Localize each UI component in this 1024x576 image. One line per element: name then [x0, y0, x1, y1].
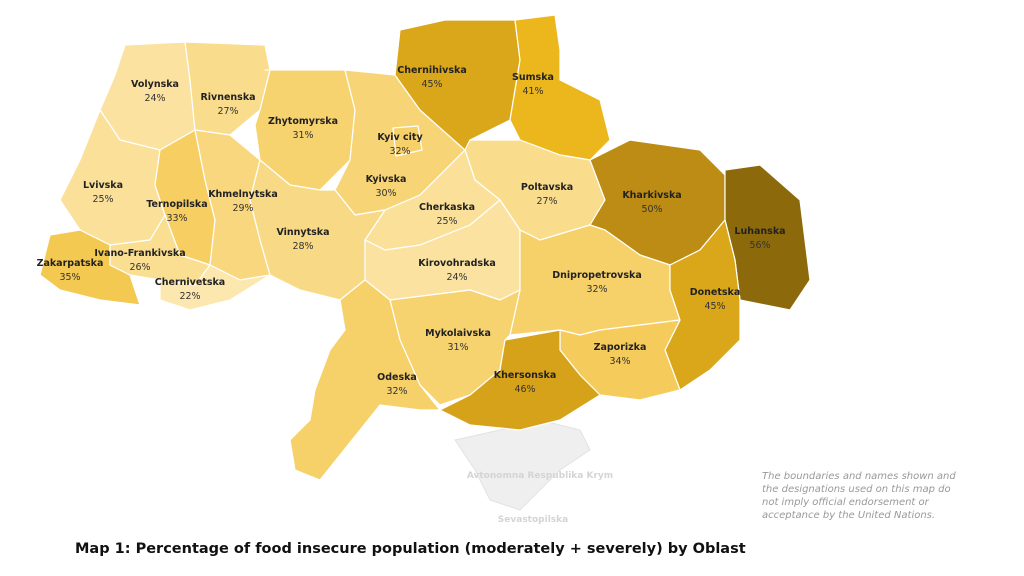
regions [39, 14, 811, 481]
sevastopol-label: Sevastopilska [498, 515, 568, 525]
region-name: Khersonska [494, 370, 557, 381]
region-name: Zakarpatska [37, 258, 104, 269]
region-name: Kharkivska [622, 190, 681, 201]
region-name: Sumska [512, 72, 554, 83]
region [159, 264, 271, 311]
region [184, 41, 271, 136]
region-name: Rivnenska [200, 92, 255, 103]
region-name: Kyiv city [377, 132, 423, 143]
region [509, 14, 611, 161]
region-name: Cherkaska [419, 202, 475, 213]
disclaimer-line: The boundaries and names shown and [762, 471, 956, 482]
region [392, 125, 423, 157]
region-percent: 35% [59, 272, 80, 283]
region-name: Dnipropetrovska [552, 270, 642, 281]
region-percent: 32% [386, 386, 407, 397]
region-percent: 26% [129, 262, 150, 273]
region-name: Kyivska [366, 174, 407, 185]
region-name: Donetska [690, 287, 741, 298]
region-name: Zhytomyrska [268, 116, 338, 127]
region [39, 229, 141, 306]
disclaimer: The boundaries and names shown and the de… [762, 471, 956, 521]
region-percent: 29% [232, 203, 253, 214]
region-name: Odeska [377, 372, 417, 383]
region-percent: 45% [421, 79, 442, 90]
disclaimer-line: the designations used on this map do [762, 484, 951, 495]
region-name: Vinnytska [276, 227, 329, 238]
region-name: Kirovohradska [418, 258, 496, 269]
region-percent: 41% [522, 86, 543, 97]
region-name: Ternopilska [146, 199, 207, 210]
region-name: Poltavska [521, 182, 573, 193]
region-percent: 24% [144, 93, 165, 104]
region-percent: 46% [514, 384, 535, 395]
region-name: Khmelnytska [208, 189, 278, 200]
region-percent: 28% [292, 241, 313, 252]
region-name: Mykolaivska [425, 328, 491, 339]
region [439, 329, 601, 431]
region-percent: 34% [609, 356, 630, 367]
region [289, 279, 441, 481]
region-percent: 27% [536, 196, 557, 207]
region-percent: 30% [375, 188, 396, 199]
disclaimer-line: not imply official endorsement or [762, 497, 930, 508]
region-percent: 27% [217, 106, 238, 117]
region-name: Chernivetska [155, 277, 225, 288]
region-percent: 25% [436, 216, 457, 227]
region-percent: 45% [704, 301, 725, 312]
region-percent: 50% [641, 204, 662, 215]
region-percent: 31% [447, 342, 468, 353]
region-percent: 25% [92, 194, 113, 205]
region-percent: 22% [179, 291, 200, 302]
region-name: Ivano-Frankivska [94, 248, 185, 259]
region-percent: 33% [166, 213, 187, 224]
region [664, 219, 741, 391]
region-name: Volynska [131, 79, 179, 90]
crimea-shape [454, 419, 591, 511]
region [724, 164, 811, 311]
region-percent: 32% [586, 284, 607, 295]
region-name: Chernihivska [397, 65, 466, 76]
labels: Volynska 24% Rivnenska 27% Zhytomyrska 31% Kyi… [37, 65, 786, 397]
region-percent: 56% [749, 240, 770, 251]
disclaimer-line: acceptance by the United Nations. [762, 510, 935, 521]
region-name: Lvivska [83, 180, 123, 191]
region-percent: 31% [292, 130, 313, 141]
map-title: Map 1: Percentage of food insecure popul… [75, 541, 746, 557]
region-percent: 24% [446, 272, 467, 283]
region-name: Luhanska [734, 226, 785, 237]
region-name: Zaporizka [594, 342, 647, 353]
region-percent: 32% [389, 146, 410, 157]
crimea-label: Avtonomna Respublika Krym [467, 471, 613, 481]
